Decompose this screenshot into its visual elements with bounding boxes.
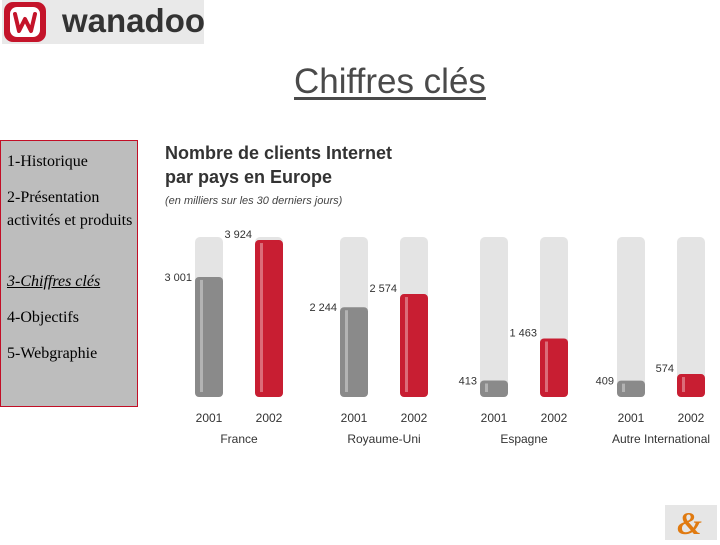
year-tick-label: 2001 [196, 411, 223, 425]
value-label: 3 001 [164, 272, 192, 284]
bar-highlight [682, 377, 685, 392]
chart-subtitle: (en milliers sur les 30 derniers jours) [165, 195, 343, 207]
bar-track [677, 237, 705, 397]
bar-highlight [545, 341, 548, 392]
value-label: 2 244 [309, 302, 337, 314]
category-label: Espagne [500, 432, 548, 446]
value-label: 3 924 [224, 229, 252, 241]
category-label: Royaume-Uni [347, 432, 420, 446]
bar-france-2001 [195, 276, 223, 397]
year-tick-label: 2002 [401, 411, 428, 425]
bar-france-2002 [255, 240, 283, 397]
year-tick-label: 2001 [341, 411, 368, 425]
bar-autre-international-2001 [617, 380, 645, 397]
sidebar-nav: 1-Historique 2-Présentation activités et… [0, 140, 138, 407]
year-tick-label: 2001 [481, 411, 508, 425]
bar-espagne-2002 [540, 338, 568, 397]
value-label: 2 574 [369, 283, 397, 295]
bar-track [480, 237, 508, 397]
bar-autre-international-2002 [677, 374, 705, 397]
value-label: 574 [656, 363, 674, 375]
sidebar-item-presentation[interactable]: 2-Présentation activités et produits [7, 189, 133, 229]
sidebar-item-historique[interactable]: 1-Historique [7, 153, 88, 170]
wanadoo-logo: wanadoo [2, 0, 206, 44]
bar-royaume-uni-2002 [400, 294, 428, 397]
bar-highlight [200, 279, 203, 392]
bar-royaume-uni-2001 [340, 307, 368, 397]
logo-text: wanadoo [62, 2, 206, 39]
chart-title-line2: par pays en Europe [165, 167, 332, 187]
year-tick-label: 2002 [541, 411, 568, 425]
bar-highlight [622, 383, 625, 392]
value-label: 409 [596, 376, 614, 388]
bar-highlight [260, 243, 263, 392]
chart-title-line1: Nombre de clients Internet [165, 143, 392, 163]
category-label: Autre International [612, 432, 710, 446]
bar-highlight [485, 383, 488, 392]
year-tick-label: 2002 [256, 411, 283, 425]
page-title: Chiffres clés [294, 62, 486, 101]
value-label: 413 [459, 375, 477, 387]
france-telecom-emblem: & [665, 505, 717, 541]
clients-chart: Nombre de clients Internet par pays en E… [164, 143, 710, 446]
svg-text:&: & [677, 505, 702, 540]
bar-track [617, 237, 645, 397]
value-label: 1 463 [509, 327, 537, 339]
bar-highlight [345, 310, 348, 392]
year-tick-label: 2001 [618, 411, 645, 425]
sidebar-item-chiffres-cles[interactable]: 3-Chiffres clés [7, 273, 101, 290]
wanadoo-logo-icon [4, 2, 46, 42]
category-label: France [220, 432, 258, 446]
sidebar-item-objectifs[interactable]: 4-Objectifs [7, 309, 79, 326]
bar-highlight [405, 297, 408, 392]
sidebar-item-webgraphie[interactable]: 5-Webgraphie [7, 345, 98, 362]
year-tick-label: 2002 [678, 411, 705, 425]
bar-espagne-2001 [480, 380, 508, 397]
